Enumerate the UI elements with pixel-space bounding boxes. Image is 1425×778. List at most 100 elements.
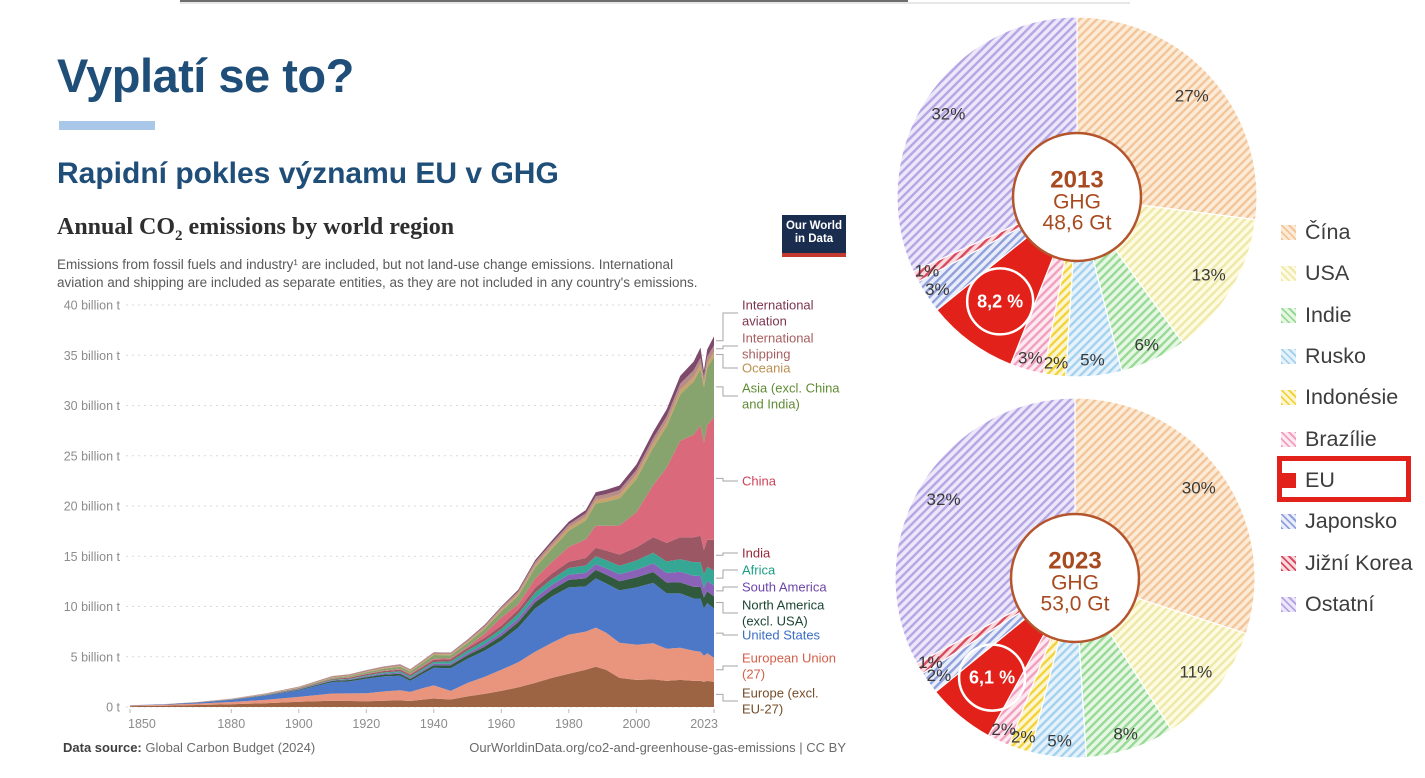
chart-subtitle-line1: Emissions from fossil fuels and industry… (57, 257, 674, 272)
series-label-international-aviation: aviation (742, 314, 787, 329)
area-europe-excl-eu-27 (130, 666, 714, 707)
eu-highlight-box (1277, 455, 1411, 502)
legend-swatch-usa (1281, 266, 1296, 282)
y-axis-label: 30 billion t (64, 399, 121, 413)
x-axis-label: 2000 (622, 717, 650, 731)
pie-center-line-0: 2013 (1050, 167, 1103, 194)
pie-legend: Čína USA Indie Rusko Indonésie Brazílie EU Japo… (1277, 212, 1425, 625)
series-label-international-aviation: International (742, 298, 814, 313)
pie-center-circle (1009, 512, 1141, 644)
chart-subtitle: Emissions from fossil fuels and industry… (57, 256, 777, 291)
legend-item-japonsko: Japonsko (1281, 501, 1425, 542)
data-source-text: Data source: Global Carbon Budget (2024) (63, 740, 315, 755)
legend-swatch-eu (1281, 472, 1296, 488)
series-label-north-america-excl-usa: North America (742, 598, 825, 613)
legend-swatch-ostatni (1281, 596, 1296, 612)
y-axis-label: 5 billion t (71, 650, 121, 664)
chart-title-subscript: 2 (175, 227, 183, 244)
label-connector (716, 569, 738, 579)
legend-swatch-cina (1281, 225, 1296, 241)
pie-pct-brazilie: 2% (991, 720, 1016, 739)
legend-item-indie: Indie (1281, 295, 1425, 336)
legend-item-usa: USA (1281, 253, 1425, 294)
legend-item-cina: Čína (1281, 212, 1425, 253)
pie-pct-indonesie: 2% (1011, 728, 1036, 747)
label-connector (716, 354, 738, 369)
license-text: OurWorldinData.org/co2-and-greenhouse-ga… (469, 740, 846, 755)
chart-title-pre: Annual CO (57, 214, 176, 240)
area-india (130, 535, 714, 706)
pie-pct-indie: 8% (1113, 724, 1138, 743)
legend-label-brazilie: Brazílie (1305, 426, 1377, 451)
eu-share-ring (965, 267, 1035, 336)
x-axis-label: 1900 (285, 717, 313, 731)
area-european-union-27 (130, 627, 714, 707)
slide-title: Vyplatí se to? (57, 49, 354, 102)
legend-swatch-jizni-korea (1281, 555, 1296, 571)
legend-label-usa: USA (1305, 261, 1350, 286)
area-north-america-excl-usa (130, 569, 714, 706)
pie-center-line-1: GHG (1051, 572, 1099, 595)
legend-item-rusko: Rusko (1281, 336, 1425, 377)
pie-center-line-2: 48,6 Gt (1043, 212, 1112, 235)
x-axis-label: 2023 (690, 717, 718, 731)
pie-pct-usa: 11% (1180, 662, 1213, 681)
legend-item-brazilie: Brazílie (1281, 418, 1425, 459)
legend-item-ostatni: Ostatní (1281, 584, 1425, 625)
pie-pct-jizni-korea: 1% (915, 262, 940, 281)
series-label-india: India (742, 546, 771, 561)
series-label-united-states: United States (742, 628, 821, 643)
series-label-asia-excl-china-and-india: Asia (excl. China (742, 381, 840, 396)
pie-center-circle (1011, 131, 1143, 263)
y-axis-label: 25 billion t (64, 449, 121, 463)
legend-swatch-rusko (1281, 349, 1296, 365)
legend-label-rusko: Rusko (1305, 344, 1366, 369)
legend-label-indie: Indie (1305, 302, 1352, 327)
logo-line-2: in Data (794, 233, 834, 245)
x-axis-label: 1940 (420, 717, 448, 731)
slide-subtitle: Rapidní pokles významu EU v GHG (57, 157, 559, 190)
legend-swatch-indie (1281, 307, 1296, 323)
label-connector (716, 386, 738, 397)
co2-area-chart: 0 t 5 billion t 10 billion t 15 billion t 20… (64, 298, 841, 732)
pie-pct-usa: 13% (1192, 265, 1226, 284)
series-label-china: China (742, 474, 777, 489)
legend-item-eu: EU (1277, 455, 1425, 502)
legend-swatch-brazilie (1281, 431, 1296, 447)
chart-subtitle-line2: aviation and shipping are included as se… (57, 274, 698, 290)
pie-center-line-1: GHG (1053, 191, 1101, 214)
pie-pct-indie: 6% (1134, 336, 1159, 355)
label-connector (716, 693, 738, 702)
area-united-states (130, 578, 714, 706)
pie-center-line-0: 2023 (1048, 548, 1101, 575)
legend-label-cina: Čína (1305, 220, 1351, 245)
pie-pct-ostatni: 32% (927, 490, 961, 509)
y-axis-label: 20 billion t (64, 500, 121, 514)
top-crop-strip-light (180, 2, 1130, 4)
series-label-international-shipping: International (742, 331, 814, 346)
label-connector (716, 312, 738, 342)
logo-line-1: Our World (785, 220, 842, 232)
series-label-international-shipping: shipping (742, 347, 790, 362)
y-axis-label: 10 billion t (64, 600, 121, 614)
pie-pct-cina: 30% (1182, 479, 1216, 498)
x-axis-label: 1850 (128, 717, 156, 731)
pie-pct-cina: 27% (1175, 86, 1209, 105)
legend-label-ostatni: Ostatní (1305, 591, 1375, 616)
top-crop-strip (180, 0, 908, 2)
legend-item-indonesie: Indonésie (1281, 377, 1425, 418)
x-axis-label: 1980 (555, 717, 583, 731)
chart-title: Annual CO2 emissions by world region (57, 214, 767, 245)
label-connector (716, 586, 738, 592)
series-label-europe-excl-eu-27: EU-27) (742, 702, 783, 717)
pie-pct-rusko: 5% (1080, 351, 1105, 370)
label-connector (716, 345, 738, 350)
series-label-european-union-27: (27) (742, 667, 765, 682)
series-label-oceania: Oceania (742, 361, 791, 376)
x-axis-label: 1880 (217, 717, 245, 731)
eu-share-ring (957, 643, 1027, 712)
pie-pct-jizni-korea: 1% (918, 653, 943, 672)
series-label-africa: Africa (742, 563, 776, 578)
legend-swatch-japonsko (1281, 514, 1296, 530)
